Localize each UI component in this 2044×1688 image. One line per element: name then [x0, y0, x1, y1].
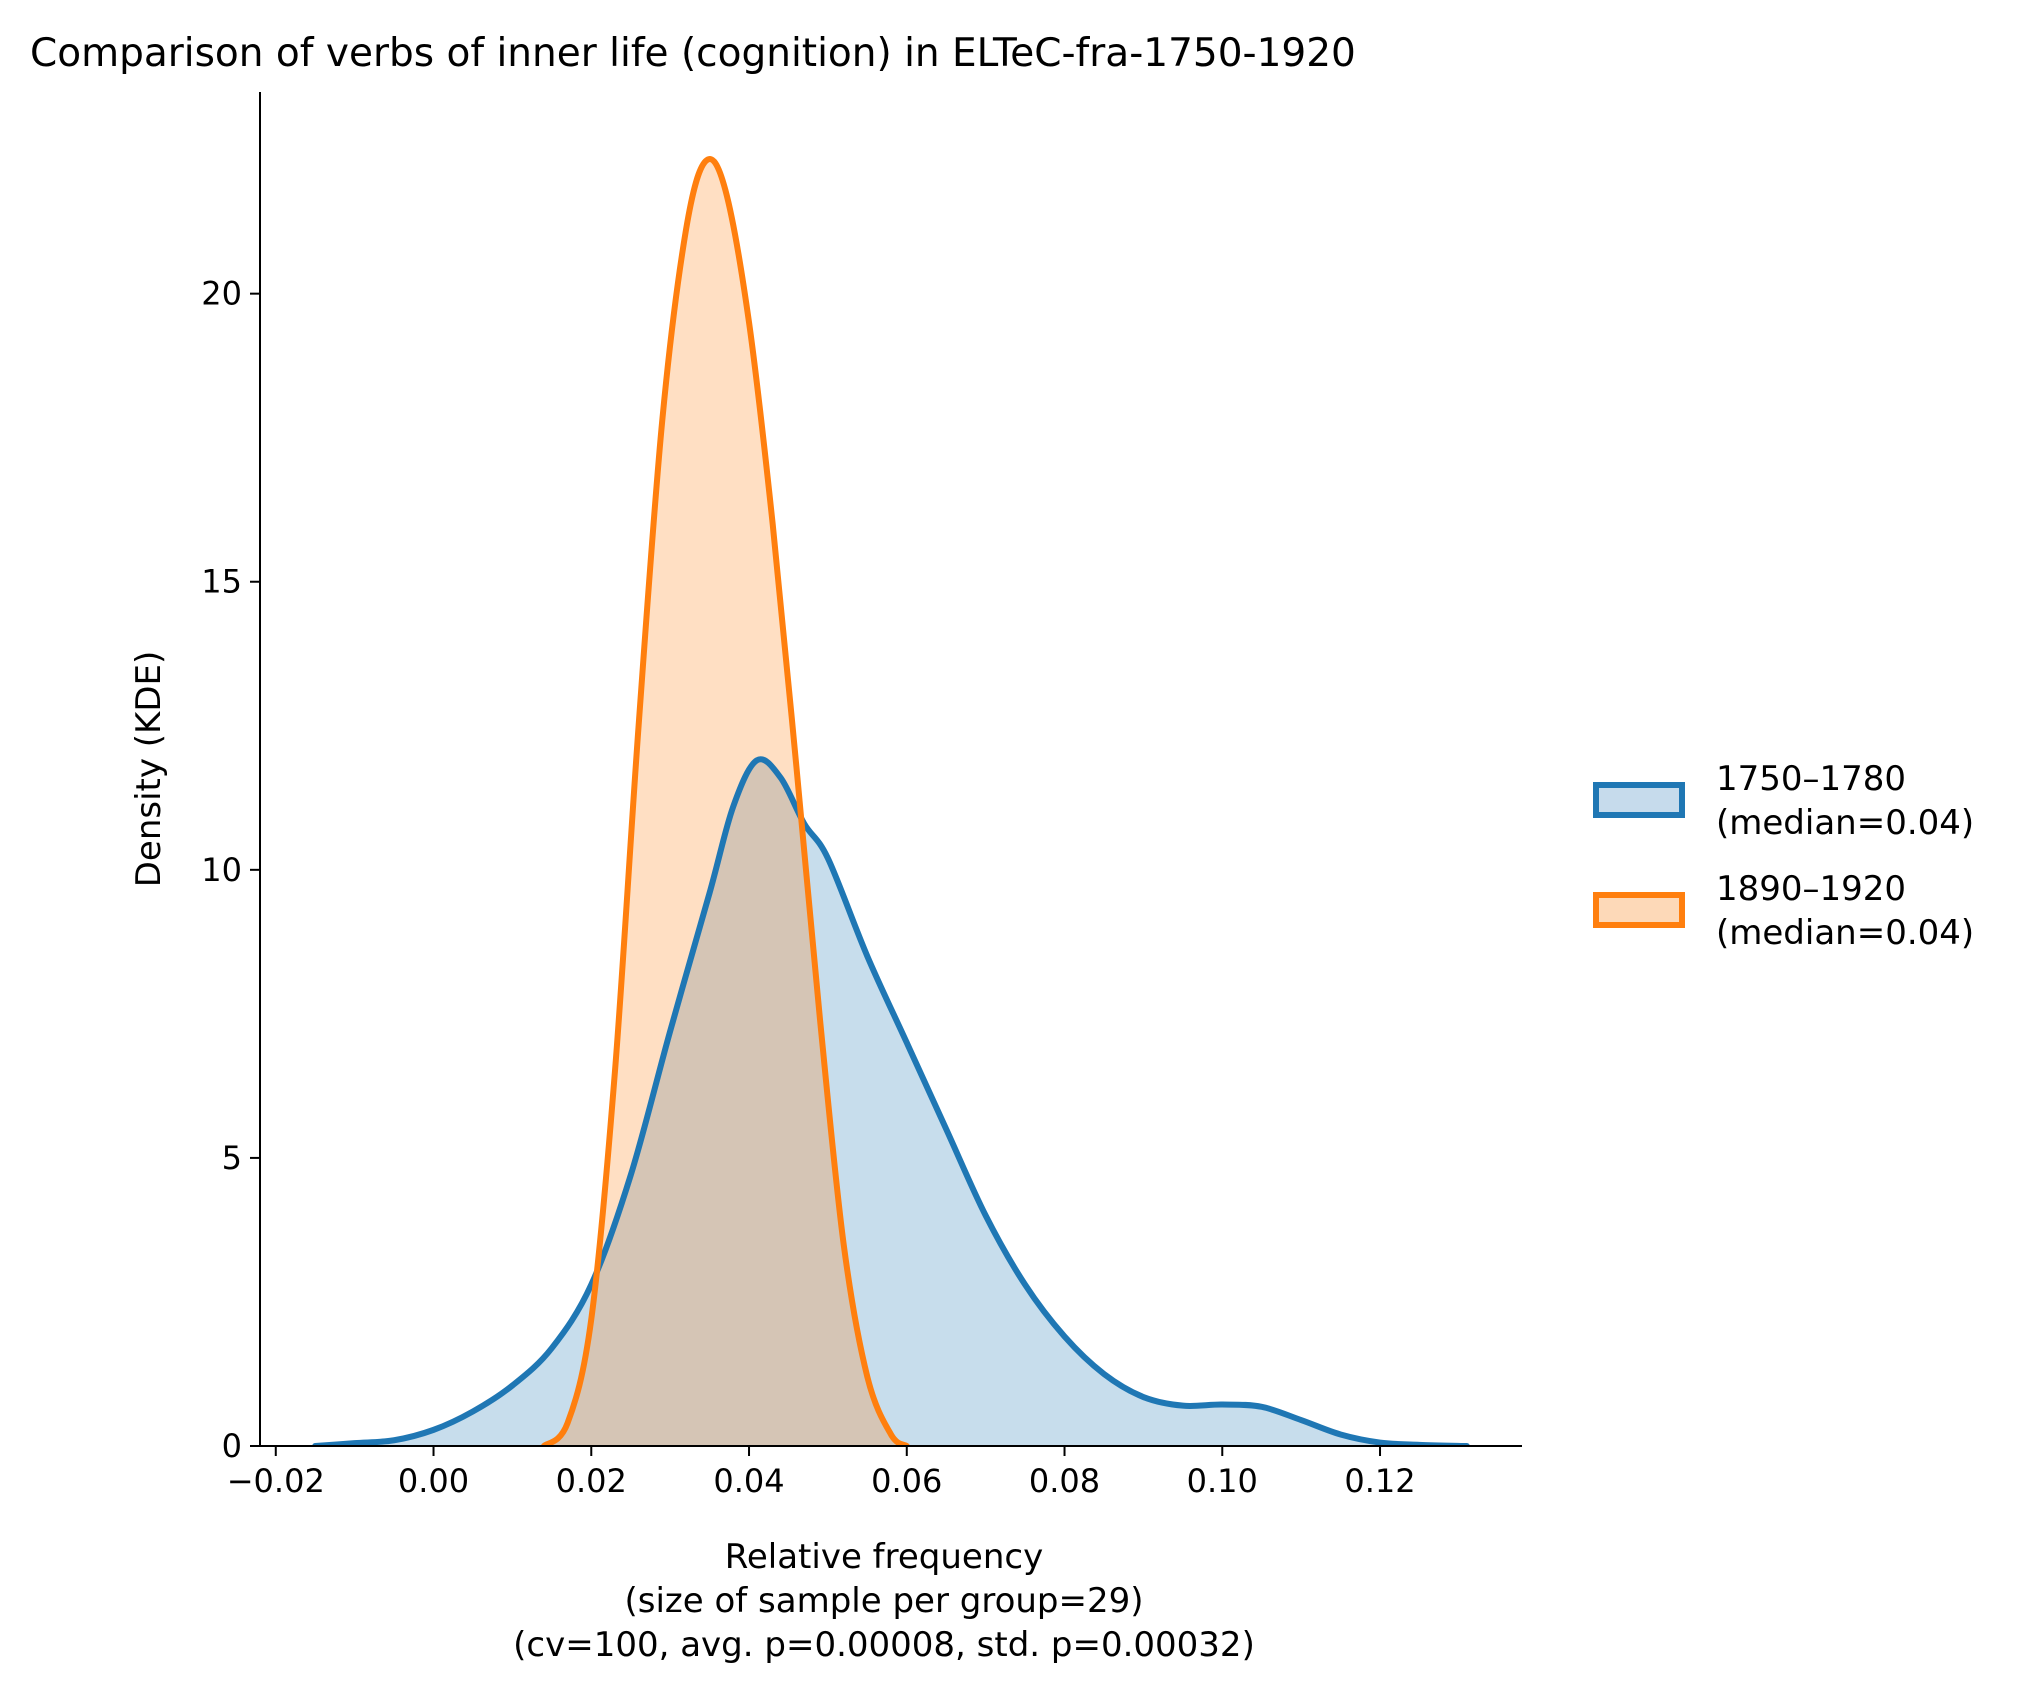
x-tick-label: 0.12 — [1344, 1462, 1415, 1500]
x-axis-label-line-1: Relative frequency — [725, 1537, 1043, 1577]
y-tick-label: 5 — [222, 1139, 242, 1177]
x-axis-label-line-2: (size of sample per group=29) — [624, 1581, 1143, 1621]
y-tick-label: 20 — [201, 275, 242, 313]
x-tick-label: −0.02 — [227, 1462, 325, 1500]
x-axis-label-line-3: (cv=100, avg. p=0.00008, std. p=0.00032) — [513, 1625, 1255, 1665]
y-tick-label: 10 — [201, 851, 242, 889]
x-ticks: −0.02 0.00 0.02 0.04 0.06 0.08 0.10 0.12 — [227, 1446, 1416, 1500]
x-tick-label: 0.10 — [1187, 1462, 1258, 1500]
y-ticks: 0 5 10 15 20 — [201, 275, 260, 1465]
legend-label-2-line-1: 1890–1920 — [1716, 869, 1906, 909]
chart-title: Comparison of verbs of inner life (cogni… — [30, 31, 1356, 76]
y-tick-label: 15 — [201, 563, 242, 601]
y-tick-label: 0 — [222, 1427, 242, 1465]
legend-label-2-line-2: (median=0.04) — [1716, 913, 1974, 953]
x-tick-label: 0.08 — [1029, 1462, 1100, 1500]
legend-label-1-line-2: (median=0.04) — [1716, 803, 1974, 843]
x-tick-label: 0.06 — [871, 1462, 942, 1500]
legend-label-1-line-1: 1750–1780 — [1716, 759, 1906, 799]
series-area-2 — [543, 158, 907, 1446]
legend-swatch-1 — [1593, 782, 1685, 818]
x-tick-label: 0.00 — [398, 1462, 469, 1500]
series-area-1 — [315, 759, 1467, 1446]
legend: 1750–1780(median=0.04)1890–1920(median=0… — [1593, 759, 1974, 953]
x-axis-label: Relative frequency (size of sample per g… — [513, 1537, 1255, 1665]
y-axis-label: Density (KDE) — [129, 651, 169, 888]
series-line-1 — [312, 756, 1470, 1446]
series-line-2 — [540, 156, 910, 1446]
x-tick-label: 0.02 — [556, 1462, 627, 1500]
series-layer — [312, 156, 1470, 1446]
x-tick-label: 0.04 — [713, 1462, 784, 1500]
legend-swatch-2 — [1593, 892, 1685, 928]
